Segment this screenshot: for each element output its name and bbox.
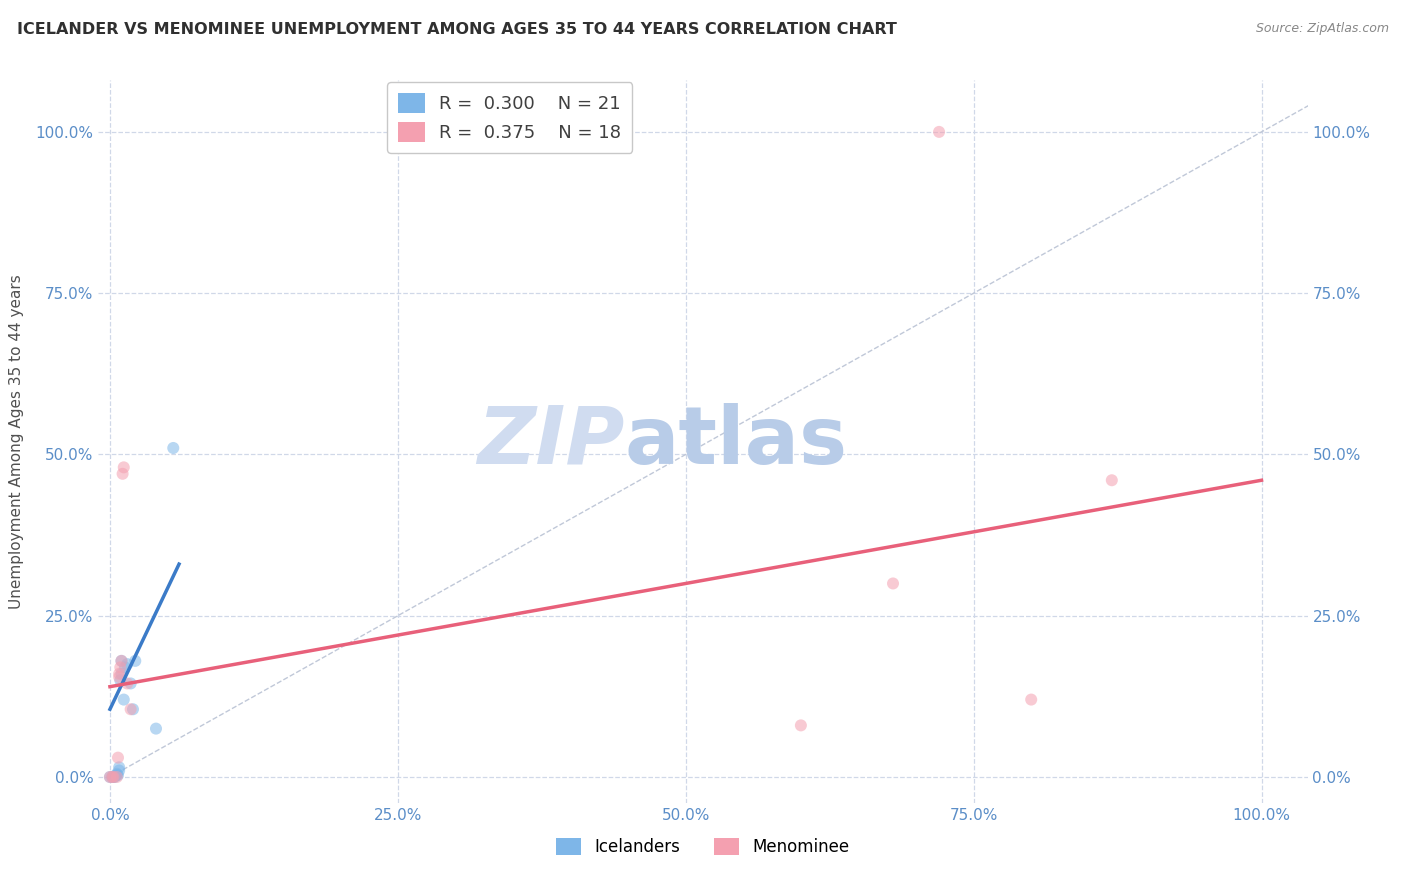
Menominee <box>98 770 121 784</box>
Menominee <box>111 467 134 481</box>
Menominee <box>101 770 124 784</box>
Menominee <box>882 576 904 591</box>
Icelanders <box>110 666 132 681</box>
Icelanders <box>114 660 136 674</box>
Text: atlas: atlas <box>624 402 848 481</box>
Menominee <box>790 718 813 732</box>
Text: ZIP: ZIP <box>477 402 624 481</box>
Icelanders <box>122 702 145 716</box>
Menominee <box>108 666 131 681</box>
Icelanders <box>104 769 127 783</box>
Menominee <box>105 770 128 784</box>
Menominee <box>108 670 131 684</box>
Icelanders <box>108 760 131 774</box>
Icelanders <box>101 770 124 784</box>
Menominee <box>115 676 138 690</box>
Icelanders <box>120 676 142 690</box>
Icelanders <box>124 654 146 668</box>
Icelanders <box>103 770 125 784</box>
Icelanders <box>98 770 121 784</box>
Menominee <box>120 702 142 716</box>
Icelanders <box>107 768 129 782</box>
Text: Source: ZipAtlas.com: Source: ZipAtlas.com <box>1256 22 1389 36</box>
Menominee <box>103 770 125 784</box>
Icelanders <box>105 768 128 782</box>
Menominee <box>110 654 132 668</box>
Menominee <box>1101 473 1123 487</box>
Icelanders <box>108 764 131 778</box>
Menominee <box>107 750 129 764</box>
Menominee <box>928 125 950 139</box>
Icelanders <box>112 692 135 706</box>
Icelanders <box>103 770 125 784</box>
Icelanders <box>145 722 167 736</box>
Icelanders <box>105 766 128 780</box>
Menominee <box>1019 692 1042 706</box>
Legend: Icelanders, Menominee: Icelanders, Menominee <box>550 831 856 863</box>
Icelanders <box>115 657 138 672</box>
Y-axis label: Unemployment Among Ages 35 to 44 years: Unemployment Among Ages 35 to 44 years <box>10 274 24 609</box>
Menominee <box>110 660 132 674</box>
Icelanders <box>110 673 132 688</box>
Icelanders <box>162 441 184 455</box>
Menominee <box>112 460 135 475</box>
Text: ICELANDER VS MENOMINEE UNEMPLOYMENT AMONG AGES 35 TO 44 YEARS CORRELATION CHART: ICELANDER VS MENOMINEE UNEMPLOYMENT AMON… <box>17 22 897 37</box>
Icelanders <box>110 654 132 668</box>
